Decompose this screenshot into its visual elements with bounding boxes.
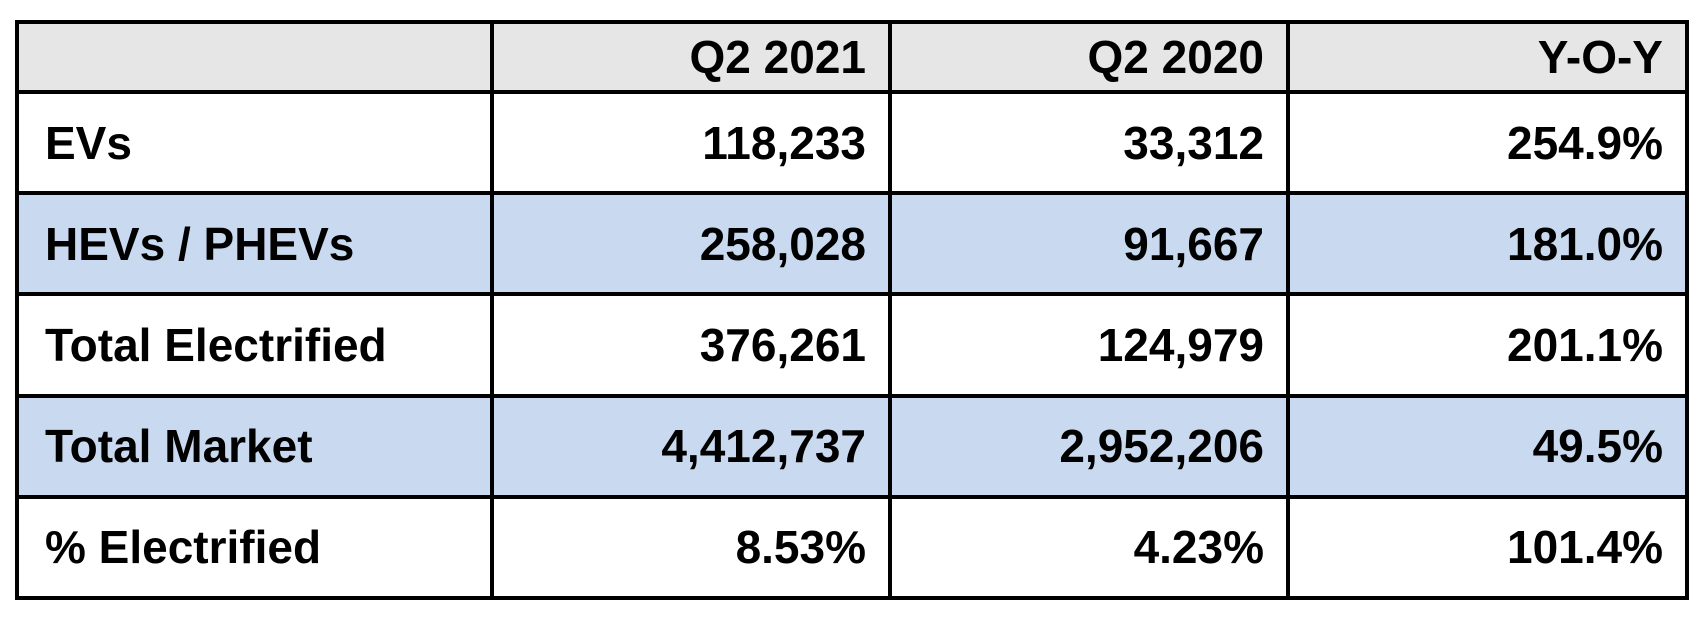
cell-q2-2021: 4,412,737 (490, 393, 892, 499)
header-cell-label (15, 20, 494, 94)
cell-yoy: 49.5% (1286, 393, 1689, 499)
cell-q2-2021: 8.53% (490, 494, 892, 601)
header-row: Q2 2021 Q2 2020 Y-O-Y (15, 20, 1689, 94)
table-row: HEVs / PHEVs 258,028 91,667 181.0% (15, 191, 1689, 297)
electrified-sales-table: Q2 2021 Q2 2020 Y-O-Y EVs 118,233 33,312 25… (15, 20, 1689, 601)
header-cell-yoy: Y-O-Y (1286, 20, 1689, 94)
sales-table-container: Q2 2021 Q2 2020 Y-O-Y EVs 118,233 33,312 25… (15, 20, 1689, 601)
cell-q2-2020: 124,979 (888, 292, 1290, 398)
table-row: Total Electrified 376,261 124,979 201.1% (15, 292, 1689, 398)
row-label-cell: % Electrified (15, 494, 494, 601)
cell-yoy: 101.4% (1286, 494, 1689, 601)
cell-yoy: 181.0% (1286, 191, 1689, 297)
row-label-cell: Total Market (15, 393, 494, 499)
cell-q2-2021: 118,233 (490, 89, 892, 196)
cell-q2-2020: 2,952,206 (888, 393, 1290, 499)
row-label-cell: HEVs / PHEVs (15, 191, 494, 297)
table-row: % Electrified 8.53% 4.23% 101.4% (15, 494, 1689, 601)
row-label-cell: Total Electrified (15, 292, 494, 398)
cell-yoy: 254.9% (1286, 89, 1689, 196)
cell-q2-2020: 4.23% (888, 494, 1290, 601)
cell-q2-2020: 91,667 (888, 191, 1290, 297)
cell-q2-2021: 376,261 (490, 292, 892, 398)
table-row: EVs 118,233 33,312 254.9% (15, 89, 1689, 196)
cell-q2-2020: 33,312 (888, 89, 1290, 196)
table-row: Total Market 4,412,737 2,952,206 49.5% (15, 393, 1689, 499)
cell-yoy: 201.1% (1286, 292, 1689, 398)
header-cell-q2-2021: Q2 2021 (490, 20, 892, 94)
row-label-cell: EVs (15, 89, 494, 196)
table-body: EVs 118,233 33,312 254.9% HEVs / PHEVs 258,02… (15, 89, 1689, 601)
cell-q2-2021: 258,028 (490, 191, 892, 297)
header-cell-q2-2020: Q2 2020 (888, 20, 1290, 94)
